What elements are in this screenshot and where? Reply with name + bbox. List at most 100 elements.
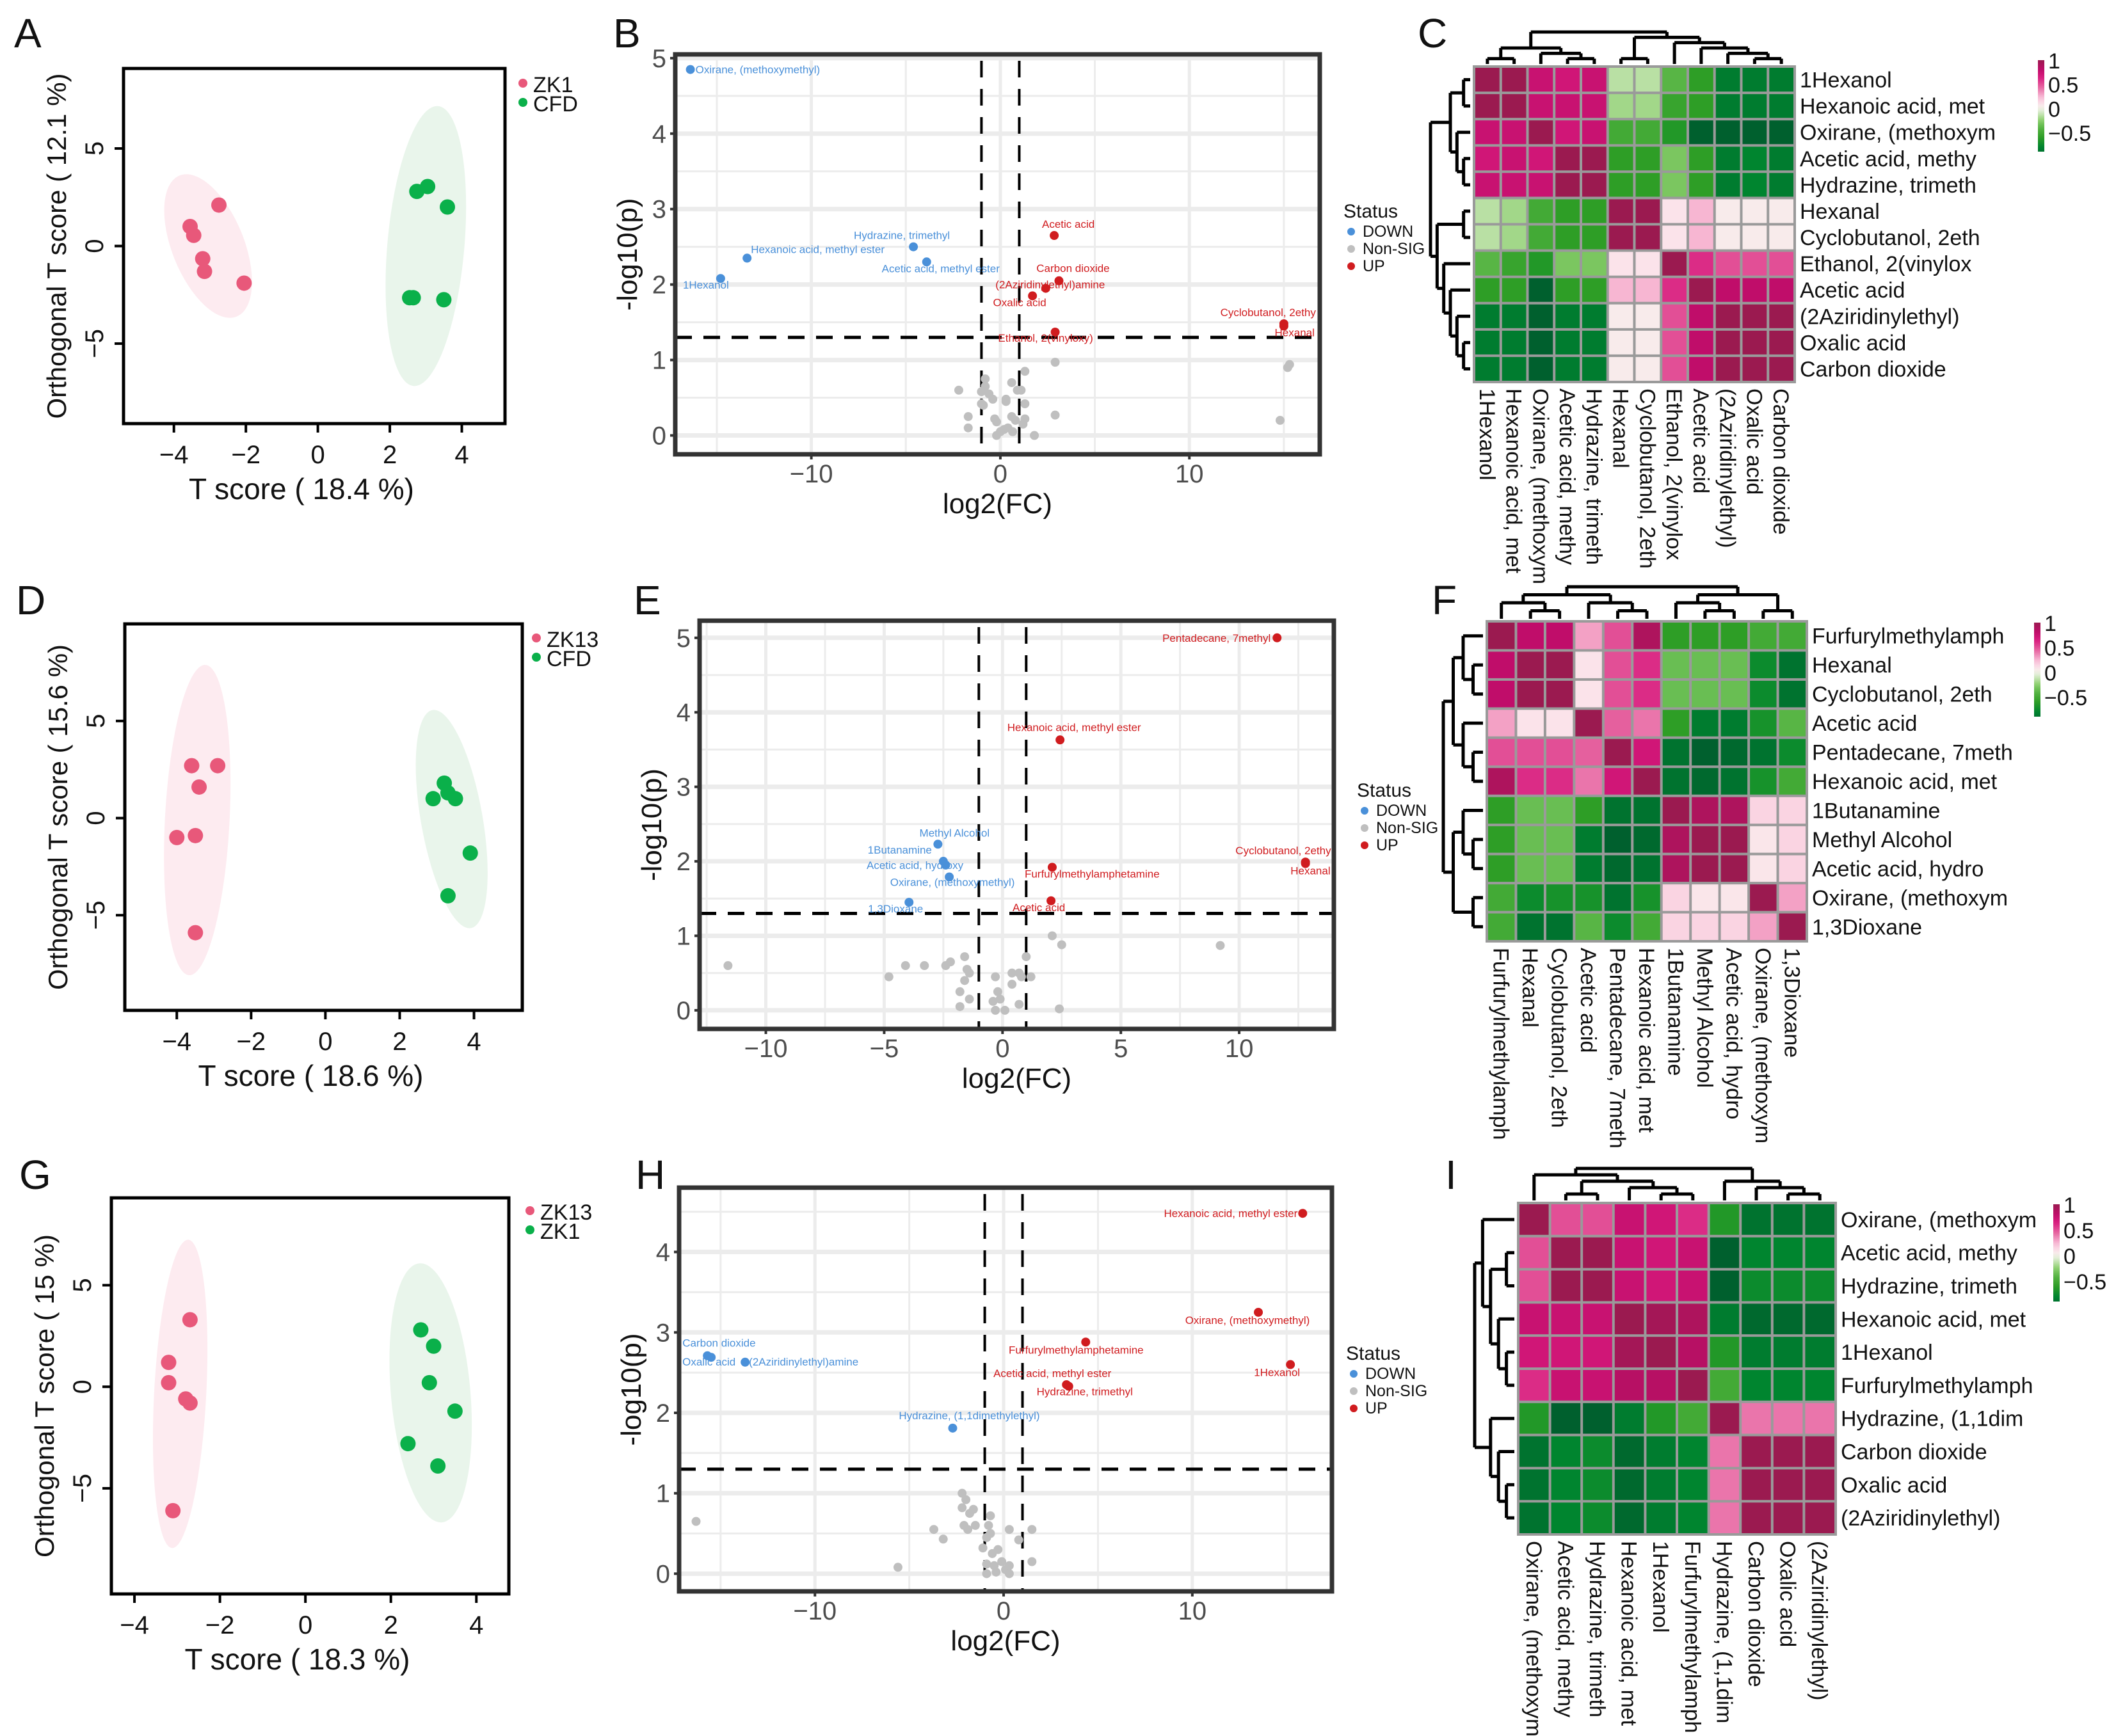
- heatmap-cell: [1646, 1337, 1676, 1367]
- heatmap-cell: [1614, 1303, 1644, 1335]
- heatmap-cell: [1517, 826, 1544, 853]
- heatmap-cell: [1614, 1204, 1644, 1235]
- heatmap-cell: [1517, 913, 1544, 940]
- point-label: Carbon dioxide: [682, 1337, 755, 1350]
- nonsig-point: [955, 1002, 965, 1012]
- heatmap-cell: [1528, 356, 1553, 381]
- y-axis-title: Orthogonal T score ( 15.6 %): [43, 644, 73, 990]
- column-label: Furfurylmethylamph: [1489, 948, 1513, 1140]
- row-label: Hexanoic acid, met: [1812, 770, 1998, 794]
- heatmap-cell: [1582, 173, 1607, 197]
- column-label: Furfurylmethylamph: [1680, 1541, 1704, 1733]
- significant-point-down: [904, 898, 914, 907]
- heatmap-cell: [1475, 304, 1500, 328]
- heatmap-cell: [1773, 1403, 1803, 1434]
- heatmap-cell: [1608, 330, 1633, 354]
- plot-inner: Pentadecane, 7methyl Hexanoic acid, methy…: [700, 621, 1334, 1029]
- point-label: Acetic acid, methyl ester: [993, 1367, 1112, 1380]
- heatmap-cell: [1582, 304, 1607, 328]
- heatmap-cell: [1475, 356, 1500, 381]
- heatmap-cell: [1502, 356, 1527, 381]
- nonsig-point: [992, 431, 1002, 440]
- heatmap-cell: [1546, 710, 1573, 737]
- y-tick-label: 2: [652, 271, 666, 299]
- heatmap-cell: [1720, 913, 1748, 940]
- column-label: Hydrazine, trimeth: [1582, 388, 1606, 565]
- row-label: Acetic acid, hydro: [1812, 857, 1984, 881]
- heatmap-cell: [1546, 913, 1573, 940]
- row-label: Hexanal: [1812, 653, 1892, 678]
- heatmap-cell: [1692, 710, 1719, 737]
- panel-letter: G: [19, 1152, 51, 1198]
- heatmap-cell: [1742, 251, 1767, 276]
- heatmap-cell: [1742, 1337, 1771, 1367]
- y-axis-title: Orthogonal T score ( 12.1 %): [42, 73, 72, 418]
- legend-marker: [525, 1225, 534, 1234]
- heatmap-cell: [1555, 251, 1580, 276]
- nonsig-point: [963, 423, 973, 433]
- heatmap-cell: [1662, 278, 1687, 302]
- heatmap-cell: [1710, 1237, 1740, 1268]
- heatmap-cell: [1582, 199, 1607, 223]
- nonsig-point: [991, 972, 1000, 982]
- column-label: 1Hexanol: [1648, 1541, 1672, 1633]
- heatmap-cell: [1662, 768, 1690, 795]
- significant-point-up: [1028, 291, 1038, 301]
- heatmap-cell: [1502, 173, 1527, 197]
- heatmap-cell: [1635, 173, 1660, 197]
- plot-inner: Oxirane, (methoxymethyl) Hydrazine, trime…: [675, 54, 1320, 454]
- heatmap-cell: [1769, 68, 1793, 92]
- heatmap-cell: [1678, 1337, 1708, 1367]
- row-label: Oxirane, (methoxym: [1841, 1208, 2037, 1232]
- heatmap-cell: [1678, 1502, 1708, 1533]
- plot-area: [679, 1188, 1332, 1591]
- heatmap-cell: [1555, 68, 1580, 92]
- nonsig-point: [982, 1533, 991, 1542]
- heatmap-cell: [1528, 330, 1553, 354]
- sample-point-zk13: [161, 1355, 177, 1371]
- volcano-plot-H: Hexanoic acid, methyl ester Oxirane, (met…: [616, 1185, 1427, 1657]
- volcano-plot-B: Oxirane, (methoxymethyl) Hydrazine, trime…: [612, 45, 1425, 520]
- heatmap-cell: [1750, 738, 1777, 766]
- heatmap-cell: [1582, 225, 1607, 250]
- nonsig-point: [982, 1569, 991, 1579]
- nonsig-point: [978, 1543, 988, 1553]
- legend-label: ZK13: [540, 1200, 592, 1225]
- heatmap-cell: [1689, 278, 1713, 302]
- colorbar-tick-label: −0.5: [2048, 122, 2091, 146]
- point-label: Acetic acid: [1013, 902, 1065, 914]
- heatmap-cell: [1720, 826, 1748, 853]
- panel-letter: H: [636, 1152, 665, 1198]
- heatmap-cell: [1773, 1436, 1803, 1467]
- legend-title: Status: [1343, 201, 1398, 222]
- plot-area: [675, 54, 1320, 454]
- nonsig-point: [1285, 360, 1294, 369]
- nonsig-point: [1027, 1557, 1037, 1566]
- heatmap-cell: [1742, 1204, 1771, 1235]
- row-label: 1Butanamine: [1812, 799, 1940, 823]
- point-label: Acetic acid, methyl ester: [882, 262, 1000, 275]
- heatmap-cell: [1546, 651, 1573, 678]
- colorbar-tick-label: −0.5: [2064, 1270, 2106, 1294]
- heatmap-cell: [1750, 651, 1777, 678]
- heatmap-cell: [1519, 1469, 1549, 1501]
- heatmap-cell: [1635, 199, 1660, 223]
- point-label: Pentadecane, 7methyl: [1162, 632, 1270, 644]
- heatmap-cell: [1635, 225, 1660, 250]
- heatmap-cell: [1582, 251, 1607, 276]
- nonsig-point: [965, 994, 974, 1004]
- nonsig-point: [955, 987, 965, 996]
- heatmap-cell: [1710, 1270, 1740, 1302]
- significant-point-down: [941, 860, 950, 870]
- x-tick-label: 0: [993, 460, 1007, 488]
- sample-point-zk13: [169, 829, 185, 845]
- heatmap-cell: [1742, 1303, 1771, 1335]
- heatmap-cell: [1488, 797, 1515, 824]
- heatmap-cell: [1769, 304, 1793, 328]
- significant-point-up: [1286, 1360, 1295, 1369]
- heatmap-F: FurfurylmethylamphFurfurylmethylamphHexa…: [1441, 585, 2087, 1149]
- heatmap-cell: [1646, 1469, 1676, 1501]
- legend-label: UP: [1376, 836, 1399, 854]
- heatmap-cell: [1633, 826, 1660, 853]
- heatmap-cell: [1608, 278, 1633, 302]
